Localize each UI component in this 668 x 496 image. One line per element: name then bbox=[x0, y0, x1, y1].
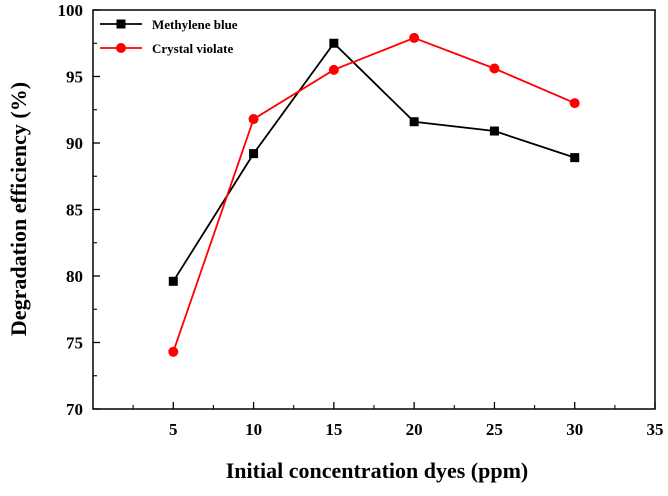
data-point-circle bbox=[489, 63, 500, 74]
series-line bbox=[172, 36, 576, 353]
legend-marker-circle bbox=[116, 43, 126, 53]
x-tick-label: 35 bbox=[647, 420, 664, 439]
y-tick-label: 75 bbox=[66, 334, 83, 353]
data-point-circle bbox=[569, 98, 580, 109]
y-tick-label: 90 bbox=[66, 134, 83, 153]
legend-marker-square bbox=[116, 19, 126, 29]
series-group bbox=[168, 38, 580, 286]
y-tick-label: 85 bbox=[66, 201, 83, 220]
axes-layer: 5 10 15 20 25 30 35 70 75 80 85 90 95 100 bbox=[58, 1, 664, 439]
y-axis-title: Degradation efficiency (%) bbox=[6, 82, 31, 336]
data-point-circle bbox=[248, 114, 259, 125]
y-tick-label: 70 bbox=[66, 400, 83, 419]
data-point-circle bbox=[328, 64, 339, 75]
x-tick-label: 15 bbox=[325, 420, 342, 439]
legend: Methylene blue Crystal violate bbox=[100, 17, 238, 56]
data-point-square bbox=[168, 276, 178, 286]
series-layer bbox=[168, 32, 580, 357]
data-point-square bbox=[249, 149, 259, 159]
x-axis-title: Initial concentration dyes (ppm) bbox=[226, 458, 529, 483]
data-point-square bbox=[329, 38, 339, 48]
x-tick-label: 10 bbox=[245, 420, 262, 439]
legend-label: Methylene blue bbox=[152, 17, 238, 32]
legend-label: Crystal violate bbox=[152, 41, 233, 56]
series-group bbox=[168, 32, 580, 357]
data-point-circle bbox=[409, 32, 420, 43]
data-point-square bbox=[489, 126, 499, 136]
x-tick-label: 5 bbox=[169, 420, 178, 439]
x-tick-label: 30 bbox=[566, 420, 583, 439]
data-point-square bbox=[409, 117, 419, 127]
y-tick-label: 100 bbox=[58, 1, 84, 20]
y-tick-label: 80 bbox=[66, 267, 83, 286]
series-line bbox=[172, 41, 575, 282]
data-point-square bbox=[570, 153, 580, 163]
data-point-circle bbox=[168, 346, 179, 357]
y-tick-label: 95 bbox=[66, 68, 83, 87]
x-tick-label: 20 bbox=[406, 420, 423, 439]
x-tick-label: 25 bbox=[486, 420, 503, 439]
